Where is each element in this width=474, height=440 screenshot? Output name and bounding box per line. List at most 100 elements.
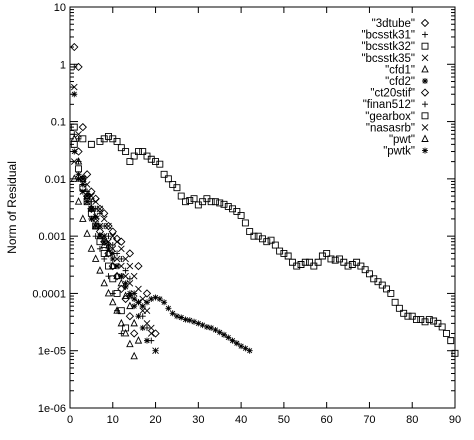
data-point xyxy=(408,312,416,320)
series-3 xyxy=(70,83,155,332)
data-point xyxy=(95,227,105,236)
data-point xyxy=(83,229,91,237)
axes: 0 10 20 30 40 50 60 70 80 90 10 1 0.1 0.01 0.001 0.0001… xyxy=(32,2,461,426)
data-point xyxy=(164,175,172,183)
x-tick-label: 20 xyxy=(149,414,161,426)
data-point xyxy=(118,330,125,337)
data-point xyxy=(75,165,83,173)
data-point xyxy=(113,255,121,263)
data-point xyxy=(152,347,159,355)
legend-label: "gearbox" xyxy=(365,111,415,123)
data-point xyxy=(156,295,163,302)
data-point xyxy=(79,135,87,143)
data-point xyxy=(92,213,99,220)
data-point xyxy=(96,245,103,252)
data-point xyxy=(75,171,82,178)
data-point xyxy=(122,148,130,155)
legend-label: "bcsstk35" xyxy=(361,53,415,65)
data-point xyxy=(203,323,210,330)
data-point xyxy=(229,337,236,344)
data-point xyxy=(186,317,193,324)
data-point xyxy=(425,316,433,323)
data-point xyxy=(130,329,139,338)
data-point xyxy=(143,152,151,160)
data-point xyxy=(254,232,262,240)
data-point xyxy=(91,214,100,224)
data-point xyxy=(75,130,82,138)
data-point xyxy=(438,323,446,331)
data-point xyxy=(82,170,92,179)
data-point xyxy=(151,329,160,338)
data-point xyxy=(147,330,155,337)
y-tick-label: 10 xyxy=(54,2,66,14)
data-point xyxy=(220,200,228,208)
data-point xyxy=(105,132,112,140)
data-point xyxy=(92,223,99,230)
data-point xyxy=(233,207,241,215)
data-point xyxy=(122,283,129,290)
data-point xyxy=(182,316,189,323)
data-point xyxy=(144,299,150,306)
x-tick-label: 40 xyxy=(235,414,247,426)
data-point xyxy=(199,322,206,329)
data-point xyxy=(259,235,266,243)
data-point xyxy=(417,316,425,323)
data-point xyxy=(327,255,335,263)
data-point xyxy=(177,192,185,200)
data-point xyxy=(113,306,121,314)
data-point xyxy=(147,155,155,163)
data-point xyxy=(357,262,365,270)
y-tick-label: 0.001 xyxy=(38,231,66,243)
data-point xyxy=(71,148,78,155)
data-point xyxy=(91,254,100,262)
data-point xyxy=(101,238,108,245)
data-point xyxy=(92,233,99,240)
data-point xyxy=(100,215,108,223)
legend-label: "ct20stif" xyxy=(370,88,415,100)
data-point xyxy=(79,181,86,188)
data-point xyxy=(109,255,116,262)
data-point xyxy=(246,228,254,236)
data-point xyxy=(195,320,202,327)
data-point xyxy=(117,307,125,315)
data-point xyxy=(139,307,147,314)
series-5 xyxy=(71,148,253,354)
legend-marker xyxy=(420,88,430,97)
data-point xyxy=(344,262,352,270)
data-point xyxy=(75,135,82,142)
data-point xyxy=(310,262,318,270)
data-point xyxy=(143,320,151,327)
data-point xyxy=(126,339,134,348)
data-point xyxy=(447,337,455,345)
data-point xyxy=(100,209,109,218)
data-point xyxy=(387,289,395,297)
data-point xyxy=(112,272,122,281)
data-point xyxy=(374,278,382,286)
data-point xyxy=(451,349,459,357)
data-point xyxy=(148,295,155,302)
data-point xyxy=(130,318,138,327)
data-point xyxy=(101,255,108,262)
data-point xyxy=(100,237,109,246)
data-point xyxy=(131,303,138,310)
data-point xyxy=(125,249,135,258)
data-point xyxy=(421,318,429,326)
data-point xyxy=(306,258,314,266)
y-axis-label: Norm of Residual xyxy=(5,161,19,254)
data-point xyxy=(131,295,138,302)
data-point xyxy=(267,236,275,244)
data-point xyxy=(301,258,309,266)
data-point xyxy=(109,250,116,257)
data-point xyxy=(160,170,168,178)
data-point xyxy=(391,298,399,306)
data-point xyxy=(241,219,249,227)
data-point xyxy=(70,158,78,165)
data-point xyxy=(113,238,121,246)
data-point xyxy=(169,310,176,317)
data-point xyxy=(122,324,130,332)
data-point xyxy=(105,245,112,252)
x-tick-label: 90 xyxy=(449,414,461,426)
data-point xyxy=(383,285,391,293)
data-point xyxy=(122,267,129,274)
